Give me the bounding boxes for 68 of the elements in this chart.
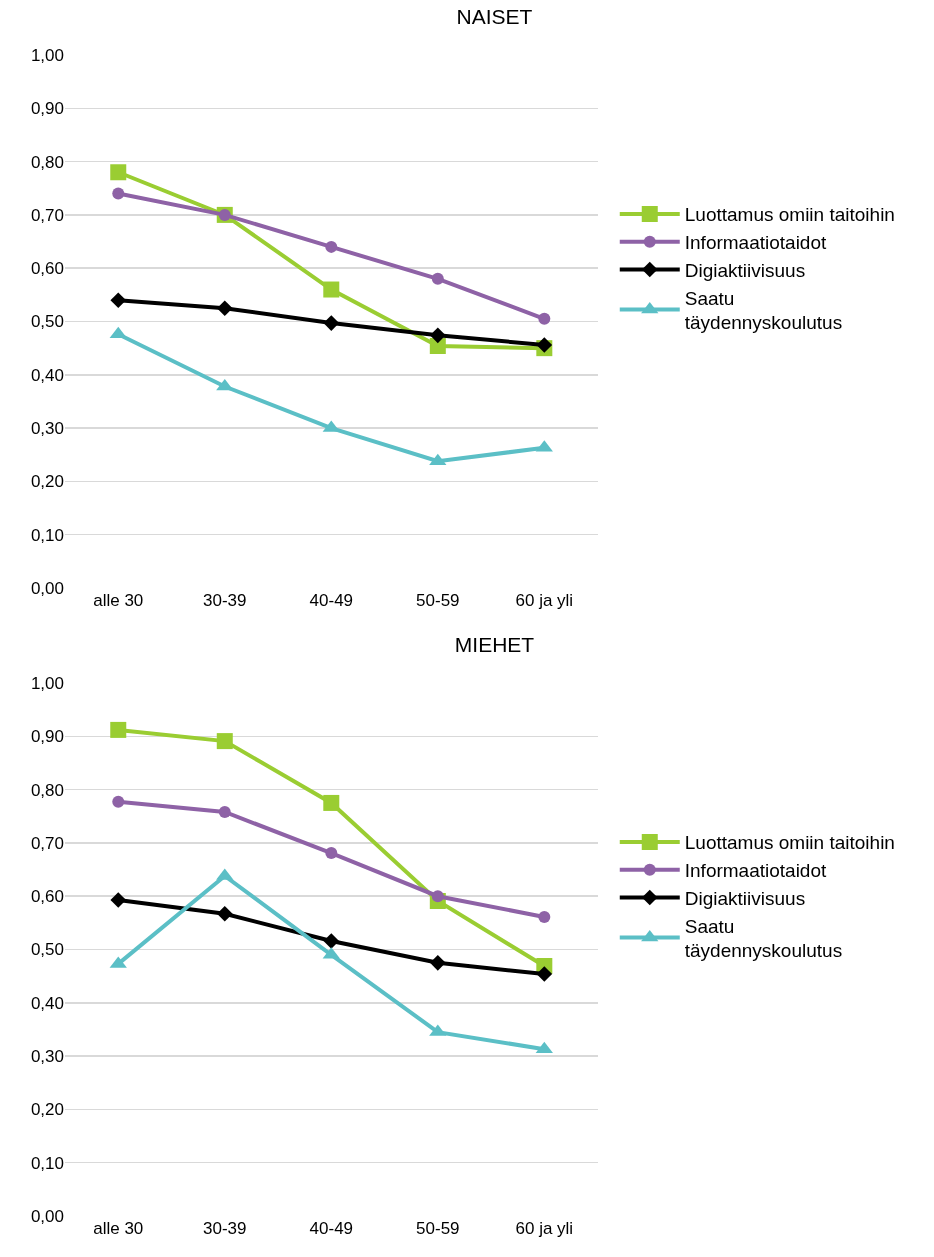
x-tick-label: 50-59 xyxy=(416,1219,460,1238)
point xyxy=(110,164,127,181)
point xyxy=(216,905,233,922)
y-tick-label: 0,70 xyxy=(30,833,64,853)
y-tick-label: 0,10 xyxy=(30,525,64,545)
point xyxy=(112,187,125,200)
x-tick-label: 60 ja yli xyxy=(515,591,574,610)
y-tick-label: 0,60 xyxy=(30,887,64,907)
x-tick-label: 30-39 xyxy=(203,1219,247,1238)
legend-label: Saatu täydennyskoulutus xyxy=(684,287,843,334)
legend-label: Digiaktiivisuus xyxy=(684,887,806,909)
point xyxy=(323,794,340,811)
y-tick-label: 1,00 xyxy=(30,45,64,65)
y-tick-label: 0,10 xyxy=(30,1153,64,1173)
x-tick-label: alle 30 xyxy=(93,1219,144,1238)
point xyxy=(110,721,127,738)
y-tick-label: 0,50 xyxy=(30,312,64,332)
point xyxy=(429,338,446,355)
y-tick-label: 1,00 xyxy=(30,673,64,693)
point xyxy=(109,326,127,339)
point xyxy=(430,955,446,971)
point xyxy=(325,240,338,253)
y-tick-label: 0,80 xyxy=(30,780,64,800)
legend-label: Informaatiotaidot xyxy=(684,860,828,882)
point xyxy=(431,272,444,285)
x-tick-label: 30-39 xyxy=(203,591,247,610)
y-tick-label: 0,70 xyxy=(30,205,64,225)
point xyxy=(110,892,127,908)
point xyxy=(431,890,444,903)
y-tick-label: 0,30 xyxy=(30,419,64,439)
legend-label: Luottamus omiin taitoihin xyxy=(684,832,895,854)
y-tick-label: 0,90 xyxy=(30,727,64,747)
point xyxy=(325,847,338,860)
y-tick-label: 0,40 xyxy=(30,365,64,385)
y-tick-label: 0,50 xyxy=(30,940,64,960)
point xyxy=(538,312,551,325)
y-tick-label: 0,90 xyxy=(30,99,64,119)
y-tick-label: 0,30 xyxy=(30,1047,64,1067)
point xyxy=(216,733,233,750)
legend-label: Digiaktiivisuus xyxy=(684,259,806,281)
legend-label: Saatu täydennyskoulutus xyxy=(684,915,843,962)
point xyxy=(112,795,125,808)
point xyxy=(430,327,446,344)
y-tick-label: 0,20 xyxy=(30,1100,64,1120)
chart-title: MIEHET xyxy=(454,633,535,657)
x-tick-label: alle 30 xyxy=(93,591,144,610)
y-tick-label: 0,20 xyxy=(30,472,64,492)
x-tick-label: 50-59 xyxy=(416,591,460,610)
x-tick-label: 60 ja yli xyxy=(515,1219,574,1238)
legend-label: Informaatiotaidot xyxy=(684,232,828,254)
x-tick-label: 40-49 xyxy=(309,591,354,610)
y-tick-label: 0,00 xyxy=(30,1206,64,1226)
point xyxy=(536,337,553,353)
point xyxy=(323,281,340,298)
point xyxy=(538,910,551,923)
point xyxy=(323,315,340,331)
x-tick-label: 40-49 xyxy=(309,1219,354,1238)
y-tick-label: 0,40 xyxy=(30,993,64,1013)
point xyxy=(536,966,553,982)
point xyxy=(218,805,231,818)
point xyxy=(216,300,233,316)
chart-title: NAISET xyxy=(456,5,533,29)
y-tick-label: 0,80 xyxy=(30,152,64,172)
y-tick-label: 0,60 xyxy=(30,259,64,279)
legend-label: Luottamus omiin taitoihin xyxy=(684,204,895,226)
point xyxy=(110,292,127,308)
y-tick-label: 0,00 xyxy=(30,578,64,598)
point xyxy=(323,933,340,949)
